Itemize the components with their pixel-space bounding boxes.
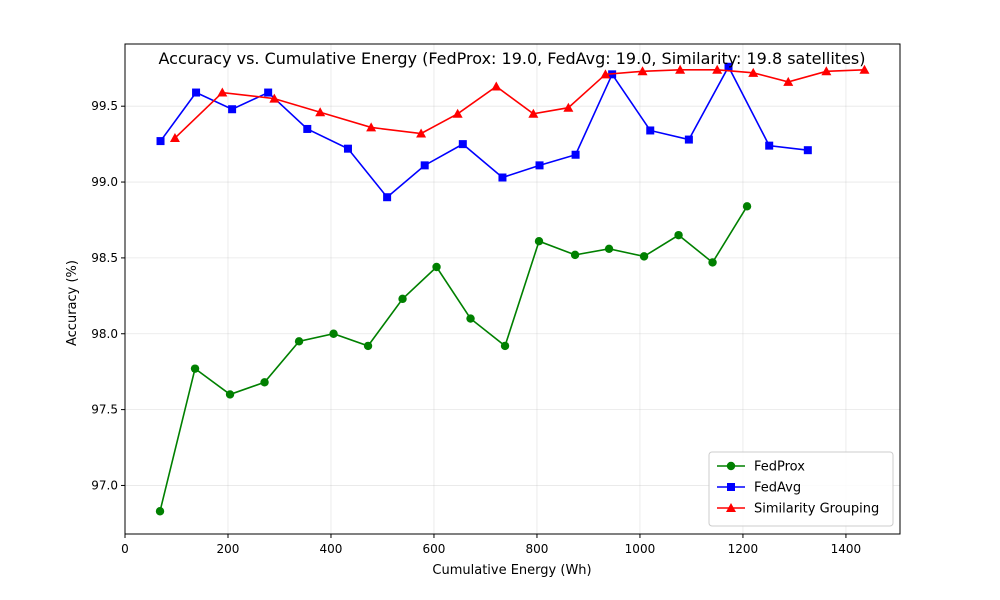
- data-point-similarity-grouping: [269, 93, 280, 103]
- data-point-fedavg: [264, 88, 273, 97]
- data-point-fedavg: [535, 161, 544, 170]
- legend-label: Similarity Grouping: [754, 502, 879, 517]
- data-point-fedavg: [571, 150, 580, 159]
- x-tick-label: 800: [526, 542, 549, 556]
- data-point-similarity-grouping: [637, 66, 648, 76]
- series-fedprox: [155, 202, 752, 516]
- data-point-fedavg: [192, 88, 201, 97]
- x-tick-label: 0: [121, 542, 129, 556]
- data-point-fedprox: [398, 294, 407, 304]
- y-tick-label: 97.0: [91, 478, 118, 492]
- legend-label: FedProx: [754, 460, 805, 475]
- data-point-fedavg: [228, 105, 237, 114]
- data-point-fedavg: [724, 62, 733, 71]
- series-similarity-grouping: [169, 64, 870, 143]
- y-tick-label: 98.5: [91, 251, 118, 265]
- data-point-similarity-grouping: [748, 67, 759, 77]
- data-point-fedavg: [343, 144, 352, 153]
- data-point-fedavg: [803, 146, 812, 155]
- y-tick-label: 99.0: [91, 175, 118, 189]
- data-point-fedprox: [639, 252, 649, 261]
- data-point-similarity-grouping: [859, 64, 870, 74]
- x-axis-label: Cumulative Energy (Wh): [432, 563, 591, 578]
- data-point-fedprox: [500, 341, 510, 351]
- data-point-fedprox: [708, 258, 717, 267]
- data-point-fedavg: [458, 140, 467, 149]
- data-point-fedprox: [190, 364, 200, 373]
- legend-item-fedprox: FedProx: [717, 460, 805, 475]
- x-tick-label: 1200: [728, 542, 759, 556]
- series-layer: [155, 62, 870, 516]
- series-line-fedprox: [159, 205, 748, 512]
- data-point-fedprox: [432, 262, 441, 272]
- data-point-similarity-grouping: [783, 76, 794, 86]
- data-point-similarity-grouping: [528, 108, 539, 118]
- data-point-fedavg: [303, 124, 312, 133]
- data-point-fedprox: [604, 244, 614, 253]
- ticks: 0 200 400 600 800 1000 1200 1400 97.0 97.5 98.0 98.…: [91, 99, 861, 556]
- data-point-fedprox: [534, 237, 544, 246]
- x-tick-label: 600: [423, 542, 446, 556]
- data-point-similarity-grouping: [675, 64, 686, 74]
- data-point-fedprox: [329, 329, 338, 338]
- data-point-similarity-grouping: [821, 66, 832, 76]
- y-tick-label: 97.5: [91, 403, 118, 417]
- legend-item-similarity-grouping: Similarity Grouping: [717, 502, 879, 517]
- data-point-similarity-grouping: [217, 87, 228, 97]
- data-point-fedprox: [570, 250, 580, 260]
- plot-frame: [124, 43, 901, 535]
- data-point-fedavg: [646, 126, 655, 135]
- legend-marker: [726, 461, 736, 471]
- data-point-fedprox: [225, 390, 235, 399]
- data-point-fedprox: [742, 202, 752, 211]
- data-point-similarity-grouping: [452, 108, 463, 118]
- legend-marker: [726, 503, 736, 512]
- legend-marker: [727, 483, 735, 491]
- grid: [124, 44, 900, 534]
- legend-box: [708, 451, 894, 527]
- data-point-similarity-grouping: [600, 69, 611, 79]
- legend-label: FedAvg: [754, 481, 801, 496]
- data-point-similarity-grouping: [366, 122, 377, 132]
- x-tick-label: 1000: [625, 542, 656, 556]
- series-line-fedavg: [159, 65, 808, 199]
- data-point-fedavg: [684, 135, 693, 144]
- series-fedavg: [156, 62, 812, 202]
- data-point-fedprox: [466, 314, 475, 323]
- data-point-fedavg: [156, 137, 165, 146]
- data-point-similarity-grouping: [169, 133, 180, 143]
- y-tick-label: 98.0: [91, 327, 118, 341]
- data-point-fedavg: [420, 161, 429, 170]
- data-point-fedprox: [674, 230, 683, 240]
- data-point-fedavg: [383, 193, 392, 202]
- data-point-fedprox: [294, 337, 304, 346]
- x-tick-label: 1400: [831, 542, 862, 556]
- data-point-similarity-grouping: [315, 107, 326, 117]
- data-point-similarity-grouping: [416, 128, 427, 138]
- data-point-similarity-grouping: [712, 64, 723, 74]
- data-point-fedavg: [498, 173, 507, 182]
- chart-title: Accuracy vs. Cumulative Energy (FedProx:…: [158, 49, 865, 68]
- series-line-similarity-grouping: [174, 68, 865, 139]
- data-point-fedprox: [260, 378, 269, 387]
- y-tick-label: 99.5: [91, 99, 118, 113]
- y-axis-label: Accuracy (%): [65, 260, 80, 346]
- data-point-fedprox: [155, 507, 165, 516]
- x-tick-label: 400: [320, 542, 343, 556]
- data-point-fedprox: [363, 341, 373, 351]
- x-tick-label: 200: [217, 542, 240, 556]
- data-point-similarity-grouping: [491, 81, 502, 91]
- legend: FedProx FedAvg Similarity Grouping: [708, 451, 894, 527]
- data-point-fedavg: [765, 141, 774, 150]
- data-point-similarity-grouping: [563, 102, 574, 112]
- legend-item-fedavg: FedAvg: [717, 481, 801, 496]
